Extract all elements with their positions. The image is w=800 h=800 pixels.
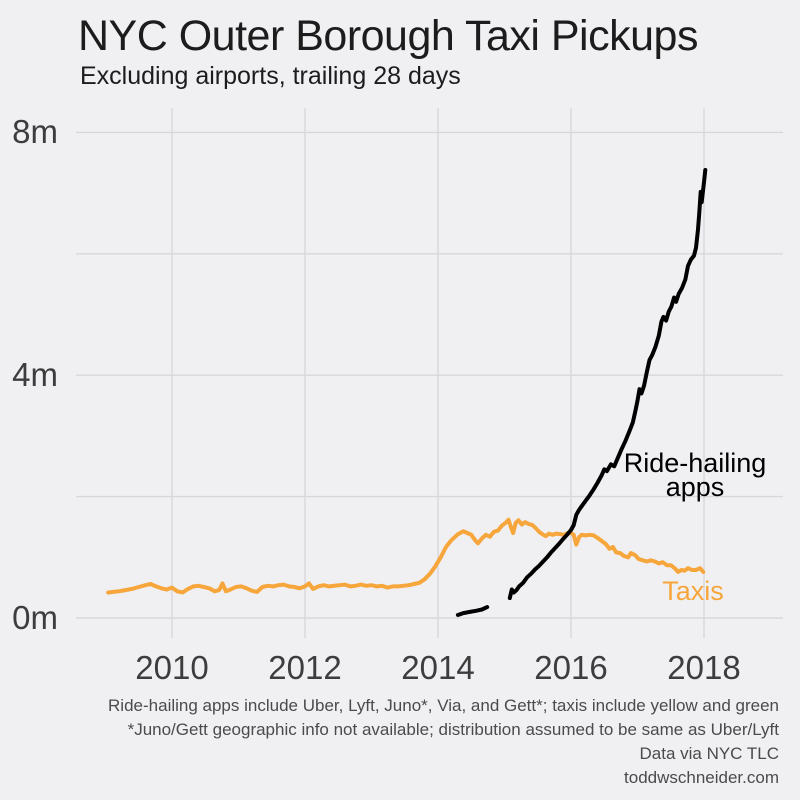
footer-note: Ride-hailing apps include Uber, Lyft, Ju… bbox=[108, 694, 779, 790]
series-line-taxis bbox=[106, 517, 706, 595]
chart-title: NYC Outer Borough Taxi Pickups bbox=[78, 12, 698, 60]
series-line-ride-hailing-apps bbox=[507, 168, 708, 600]
footer-line: toddwschneider.com bbox=[624, 768, 779, 787]
series-line-ride-hailing-apps bbox=[455, 605, 490, 617]
footer-line: Data via NYC TLC bbox=[639, 744, 779, 763]
chart-subtitle: Excluding airports, trailing 28 days bbox=[80, 62, 461, 90]
footer-line: Ride-hailing apps include Uber, Lyft, Ju… bbox=[108, 696, 779, 715]
footer-line: *Juno/Gett geographic info not available… bbox=[127, 720, 779, 739]
